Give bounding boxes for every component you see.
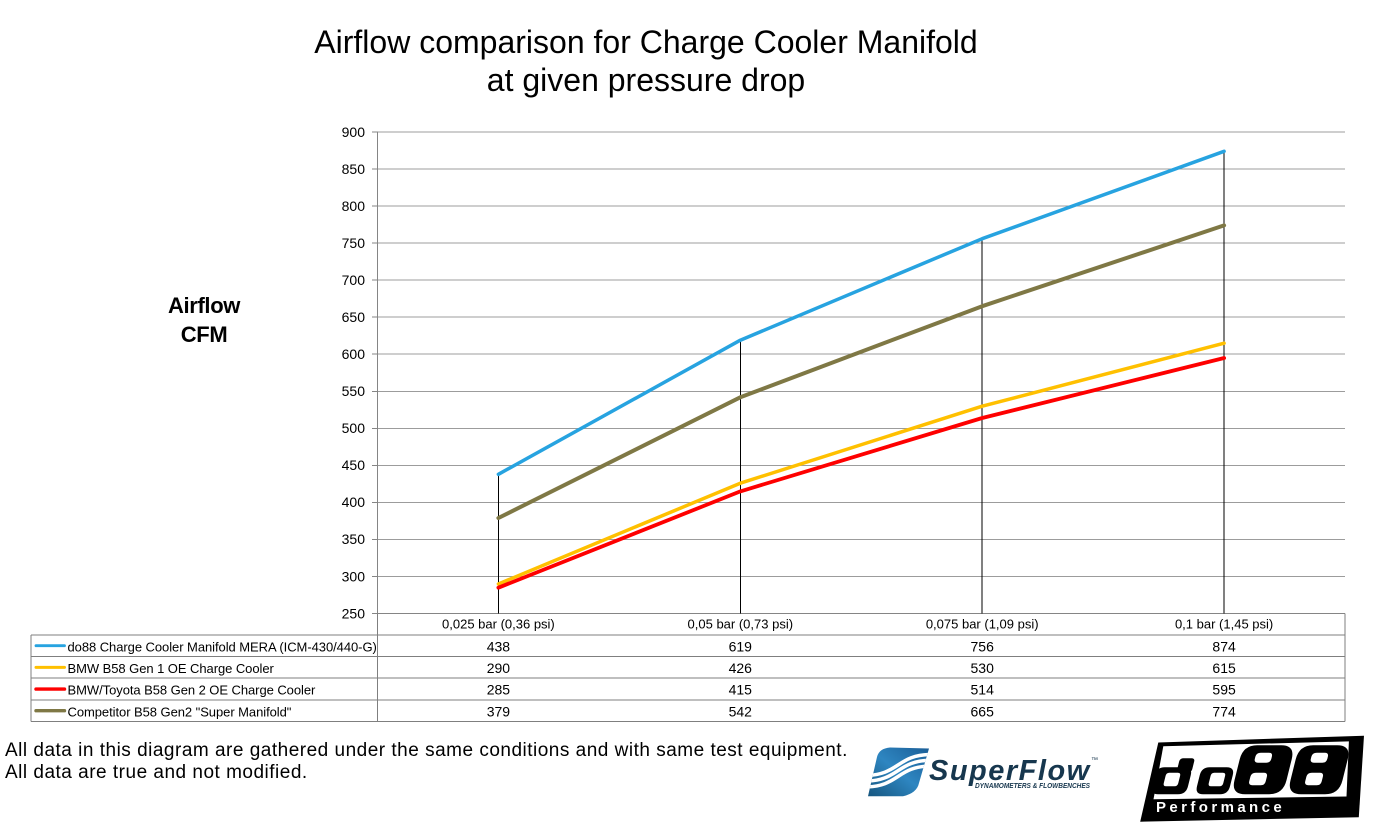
svg-text:0,025 bar (0,36 psi): 0,025 bar (0,36 psi) bbox=[442, 617, 555, 632]
svg-text:SuperFlow: SuperFlow bbox=[929, 755, 1092, 787]
svg-text:750: 750 bbox=[342, 235, 366, 251]
svg-text:350: 350 bbox=[342, 531, 366, 547]
svg-text:0,1 bar (1,45 psi): 0,1 bar (1,45 psi) bbox=[1175, 617, 1273, 632]
svg-text:400: 400 bbox=[342, 494, 366, 510]
svg-text:300: 300 bbox=[342, 568, 366, 584]
svg-text:BMW/Toyota B58 Gen 2 OE Charge: BMW/Toyota B58 Gen 2 OE Charge Cooler bbox=[68, 683, 317, 698]
svg-text:900: 900 bbox=[342, 124, 366, 140]
svg-text:874: 874 bbox=[1212, 638, 1236, 654]
svg-text:do88 Charge Cooler Manifold ME: do88 Charge Cooler Manifold MERA (ICM-43… bbox=[68, 639, 377, 654]
svg-text:500: 500 bbox=[342, 420, 366, 436]
svg-text:0,05 bar (0,73 psi): 0,05 bar (0,73 psi) bbox=[688, 617, 794, 632]
svg-text:450: 450 bbox=[342, 457, 366, 473]
svg-text:700: 700 bbox=[342, 272, 366, 288]
svg-text:756: 756 bbox=[971, 638, 995, 654]
svg-text:DYNAMOMETERS & FLOWBENCHES: DYNAMOMETERS & FLOWBENCHES bbox=[975, 781, 1090, 790]
svg-text:™: ™ bbox=[1091, 757, 1098, 764]
svg-text:600: 600 bbox=[342, 346, 366, 362]
svg-text:514: 514 bbox=[971, 682, 995, 698]
svg-text:665: 665 bbox=[971, 703, 995, 719]
svg-text:619: 619 bbox=[729, 638, 753, 654]
svg-text:426: 426 bbox=[729, 660, 753, 676]
svg-text:290: 290 bbox=[487, 660, 511, 676]
svg-text:850: 850 bbox=[342, 161, 366, 177]
svg-text:379: 379 bbox=[487, 703, 511, 719]
svg-text:Performance: Performance bbox=[1156, 799, 1285, 816]
svg-text:415: 415 bbox=[729, 682, 753, 698]
svg-text:800: 800 bbox=[342, 198, 366, 214]
svg-text:550: 550 bbox=[342, 383, 366, 399]
svg-text:595: 595 bbox=[1212, 682, 1236, 698]
svg-text:650: 650 bbox=[342, 309, 366, 325]
svg-text:774: 774 bbox=[1212, 703, 1236, 719]
svg-text:0,075 bar (1,09 psi): 0,075 bar (1,09 psi) bbox=[926, 617, 1039, 632]
svg-text:615: 615 bbox=[1212, 660, 1236, 676]
svg-text:250: 250 bbox=[342, 605, 366, 621]
svg-text:285: 285 bbox=[487, 682, 511, 698]
svg-text:BMW B58 Gen 1 OE Charge Cooler: BMW B58 Gen 1 OE Charge Cooler bbox=[68, 661, 275, 676]
svg-text:Competitor B58 Gen2 "Super Man: Competitor B58 Gen2 "Super Manifold" bbox=[68, 704, 292, 719]
svg-text:542: 542 bbox=[729, 703, 753, 719]
svg-text:530: 530 bbox=[971, 660, 995, 676]
svg-text:438: 438 bbox=[487, 638, 511, 654]
